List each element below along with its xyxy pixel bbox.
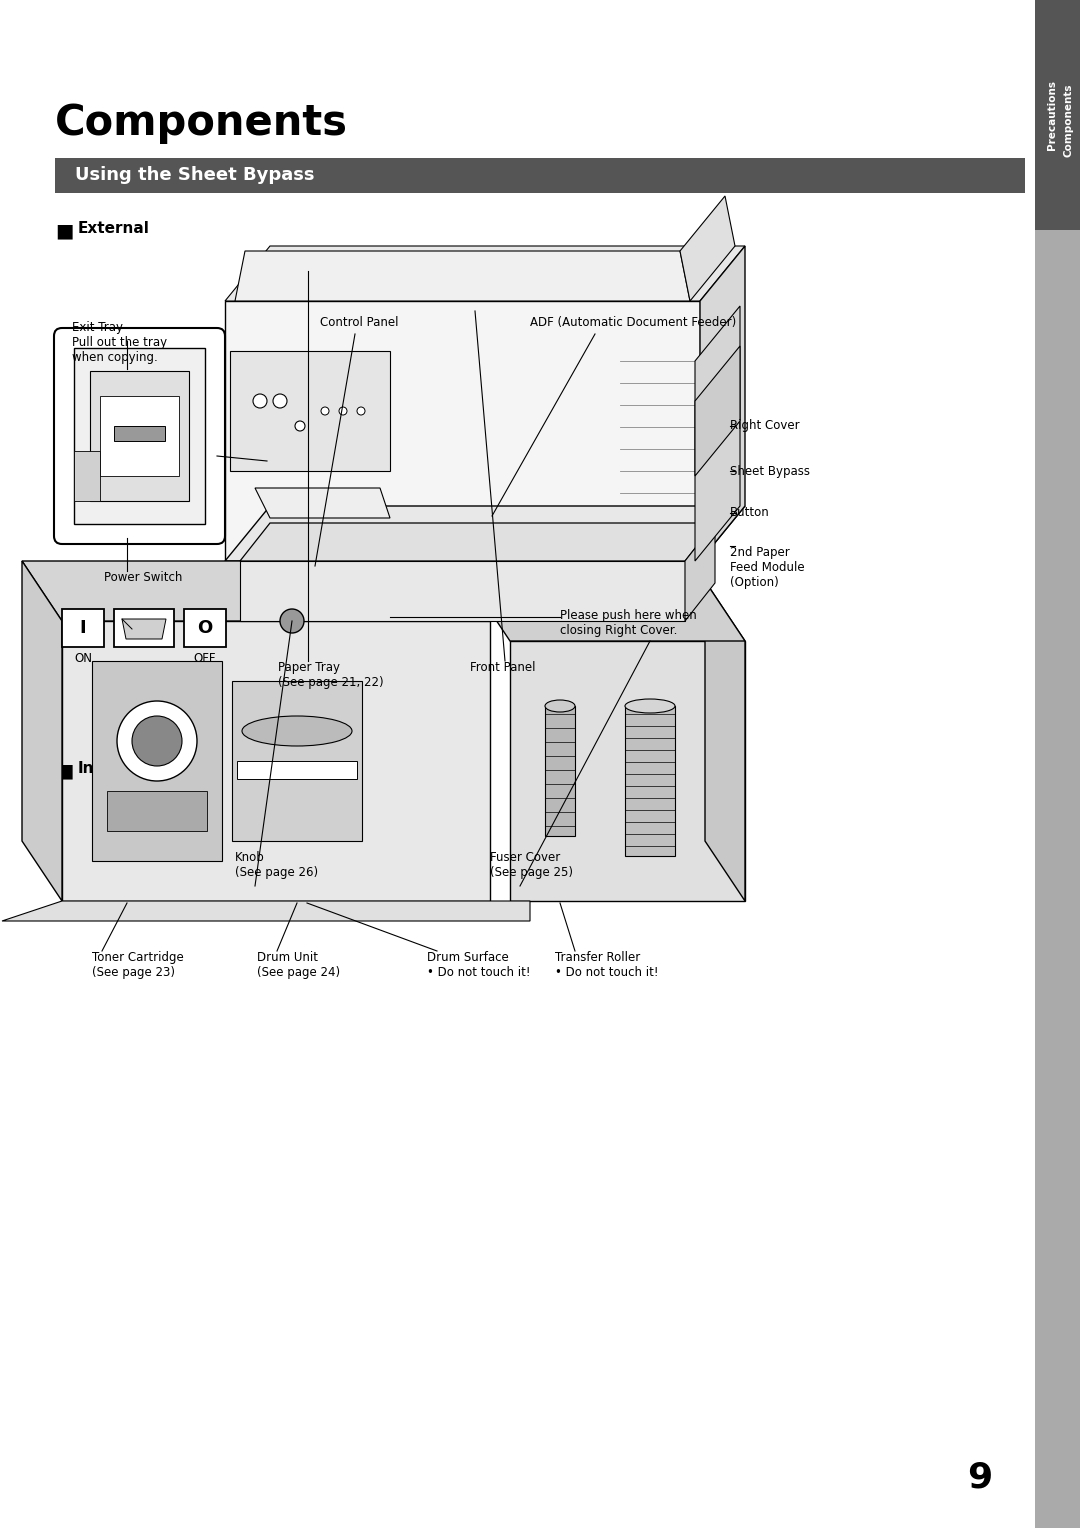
Text: OFF: OFF	[193, 652, 216, 665]
Polygon shape	[225, 246, 745, 301]
Text: 9: 9	[968, 1461, 993, 1494]
Polygon shape	[75, 348, 205, 524]
Text: Fuser Cover
(See page 25): Fuser Cover (See page 25)	[490, 851, 573, 879]
Text: Knob
(See page 26): Knob (See page 26)	[235, 851, 319, 879]
Polygon shape	[680, 196, 735, 301]
Polygon shape	[22, 561, 62, 902]
Bar	[107, 792, 207, 831]
Circle shape	[132, 717, 183, 766]
Ellipse shape	[242, 717, 352, 746]
Circle shape	[273, 394, 287, 408]
Polygon shape	[90, 371, 189, 501]
Text: ON: ON	[75, 652, 92, 665]
Bar	[1035, 231, 1080, 1528]
Text: ■: ■	[55, 222, 73, 240]
Text: Front Panel: Front Panel	[470, 662, 536, 674]
Text: Control Panel: Control Panel	[320, 316, 399, 329]
Text: Button: Button	[730, 506, 770, 520]
Bar	[545, 706, 575, 836]
Polygon shape	[225, 301, 700, 561]
FancyBboxPatch shape	[54, 329, 225, 544]
Polygon shape	[2, 902, 530, 921]
Text: O: O	[198, 619, 213, 637]
Circle shape	[357, 406, 365, 416]
Bar	[625, 706, 675, 856]
Ellipse shape	[545, 700, 575, 712]
Circle shape	[321, 406, 329, 416]
Text: Transfer Roller
• Do not touch it!: Transfer Roller • Do not touch it!	[555, 950, 659, 979]
Text: Toner Cartridge
(See page 23): Toner Cartridge (See page 23)	[92, 950, 184, 979]
Text: 2nd Paper
Feed Module
(Option): 2nd Paper Feed Module (Option)	[730, 545, 805, 588]
Polygon shape	[700, 246, 745, 561]
Text: Right Cover: Right Cover	[730, 420, 799, 432]
Bar	[1035, 0, 1080, 231]
Text: Paper Tray
(See page 21, 22): Paper Tray (See page 21, 22)	[278, 662, 383, 689]
Text: Drum Surface
• Do not touch it!: Drum Surface • Do not touch it!	[427, 950, 530, 979]
Polygon shape	[22, 561, 490, 620]
Polygon shape	[705, 581, 745, 902]
Text: Components: Components	[1064, 83, 1074, 157]
Polygon shape	[114, 426, 165, 442]
Polygon shape	[225, 506, 745, 561]
Polygon shape	[62, 620, 490, 902]
Polygon shape	[470, 581, 745, 642]
Bar	[62, 610, 104, 646]
Text: Precautions: Precautions	[1048, 79, 1057, 150]
Text: Using the Sheet Bypass: Using the Sheet Bypass	[75, 167, 314, 185]
Text: Internal: Internal	[78, 761, 146, 776]
Circle shape	[339, 406, 347, 416]
Circle shape	[253, 394, 267, 408]
Polygon shape	[100, 396, 179, 477]
Text: ADF (Automatic Document Feeder): ADF (Automatic Document Feeder)	[530, 316, 737, 329]
Text: Components: Components	[55, 102, 348, 144]
Polygon shape	[685, 523, 715, 620]
Polygon shape	[255, 487, 390, 518]
Polygon shape	[240, 561, 685, 620]
Polygon shape	[122, 619, 166, 639]
Text: Please push here when
closing Right Cover.: Please push here when closing Right Cove…	[561, 610, 697, 637]
Text: I: I	[80, 619, 86, 637]
Polygon shape	[696, 345, 740, 477]
Text: Sheet Bypass: Sheet Bypass	[730, 465, 810, 477]
Text: External: External	[78, 222, 150, 235]
Polygon shape	[230, 351, 390, 471]
Polygon shape	[510, 642, 745, 902]
Bar	[114, 610, 174, 646]
Text: Exit Tray
Pull out the tray
when copying.: Exit Tray Pull out the tray when copying…	[72, 321, 167, 364]
Polygon shape	[696, 306, 740, 561]
Polygon shape	[75, 451, 100, 501]
Ellipse shape	[625, 698, 675, 714]
Bar	[92, 662, 222, 860]
Polygon shape	[235, 251, 690, 301]
Text: Drum Unit
(See page 24): Drum Unit (See page 24)	[257, 950, 340, 979]
Bar	[232, 681, 362, 840]
Circle shape	[295, 422, 305, 431]
Bar	[55, 157, 1025, 193]
Text: ■: ■	[55, 761, 73, 779]
Text: Power Switch: Power Switch	[104, 571, 183, 584]
Circle shape	[280, 610, 303, 633]
Bar	[184, 610, 226, 646]
Bar	[237, 761, 357, 779]
Circle shape	[117, 701, 197, 781]
Polygon shape	[240, 523, 715, 561]
